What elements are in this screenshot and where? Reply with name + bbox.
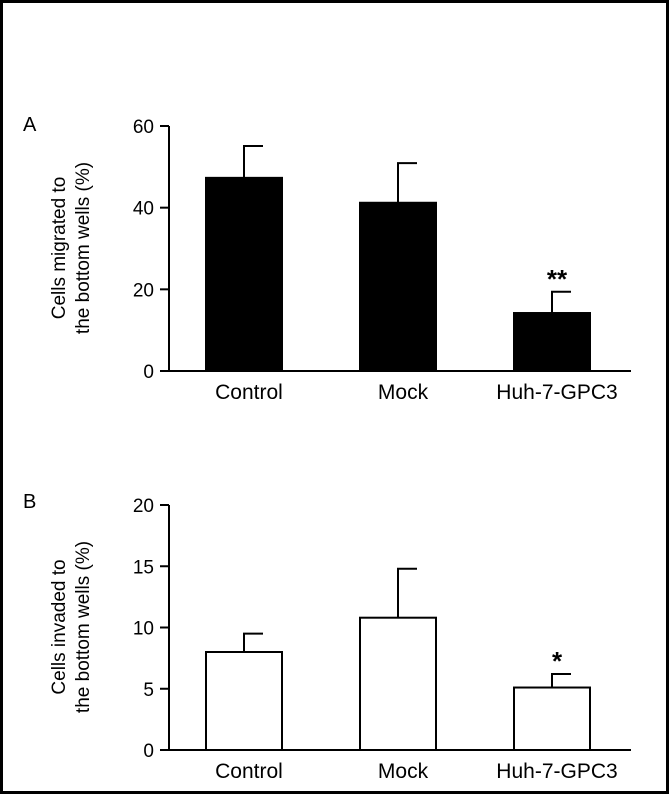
panel-b-bar-control: [205, 651, 283, 751]
panel-b-category-mock: Mock: [378, 760, 429, 783]
panel-b-bar-mock: [359, 616, 437, 752]
panel-b-ylabel-line-1: Cells invaded to: [49, 559, 70, 694]
panel-b-ytick-label-10: 10: [133, 619, 154, 640]
panel-b-ytick-label-5: 5: [143, 680, 154, 701]
panel-a-ylabel-line-2: the bottom wells (%): [73, 162, 94, 334]
panel-b-ytick-label-15: 15: [133, 557, 154, 578]
panel-a-category-mock: Mock: [378, 381, 429, 404]
panel-a-category-huh-7-gpc3: Huh-7-GPC3: [496, 381, 617, 404]
panel-b-significance-huh-7-gpc3: *: [552, 646, 563, 676]
panel-a-bar-huh-7-gpc3: [513, 312, 591, 372]
panel-a-ytick-label-0: 0: [143, 362, 154, 383]
panel-b-category-huh-7-gpc3: Huh-7-GPC3: [496, 760, 617, 783]
panel-a-ylabel-line-1: Cells migrated to: [49, 177, 70, 320]
panel-a-letter: A: [23, 114, 37, 136]
panel-a-ytick-label-40: 40: [133, 199, 154, 220]
panel-a-significance-huh-7-gpc3: **: [547, 264, 568, 294]
panel-b-letter: B: [23, 491, 36, 513]
panel-b-ytick-label-20: 20: [133, 496, 154, 517]
panel-a-ytick-label-60: 60: [133, 117, 154, 138]
panel-a-category-control: Control: [215, 381, 283, 404]
panel-b-ytick-label-0: 0: [143, 741, 154, 762]
panel-a-bar-control: [205, 176, 283, 372]
panel-b-bar-huh-7-gpc3: [513, 686, 591, 752]
panel-a-bar-mock: [359, 201, 437, 372]
panel-b-category-control: Control: [215, 760, 283, 783]
panel-b-ylabel-line-2: the bottom wells (%): [73, 541, 94, 713]
panel-a-ytick-label-20: 20: [133, 280, 154, 301]
